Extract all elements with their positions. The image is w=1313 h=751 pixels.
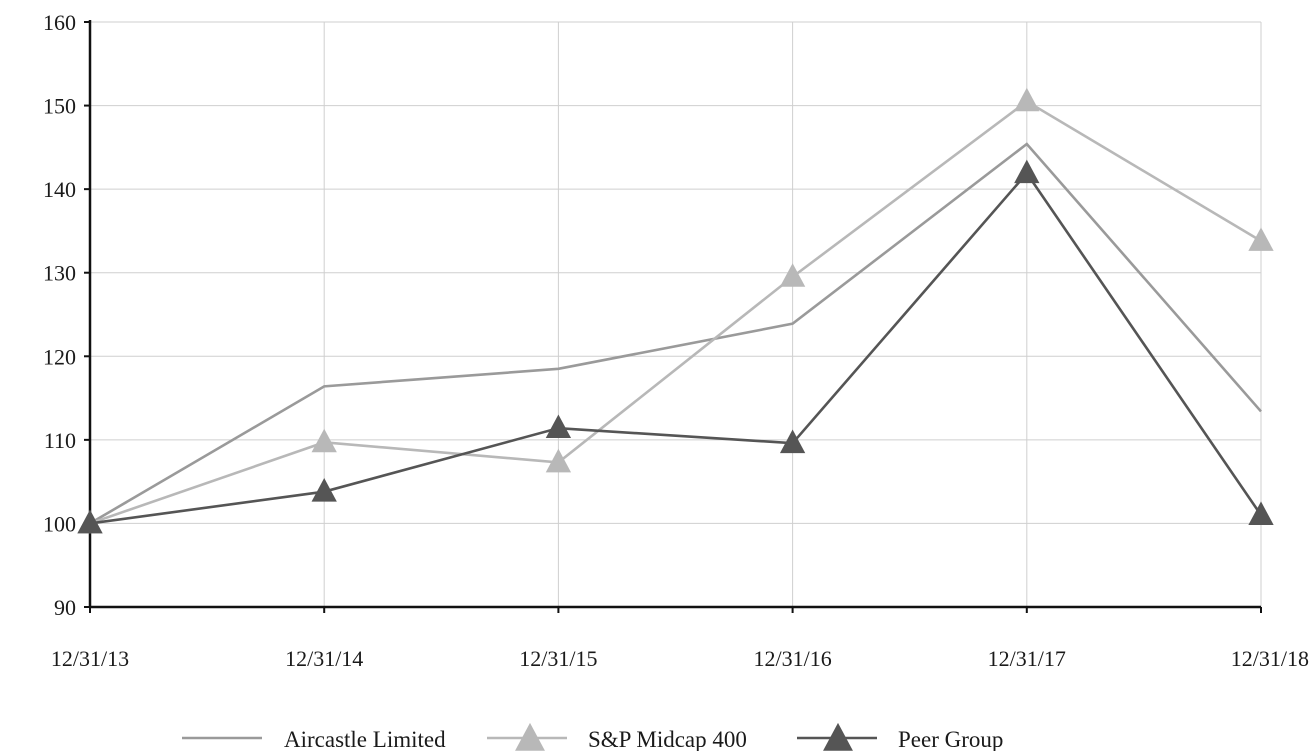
y-tick-label: 120	[43, 344, 76, 369]
x-tick-label: 12/31/13	[51, 646, 129, 671]
data-point-marker	[1248, 227, 1274, 251]
x-tick-label: 12/31/16	[753, 646, 831, 671]
series-line	[89, 171, 1263, 525]
data-point-marker	[1014, 87, 1040, 112]
legend: Aircastle Limited S&P Midcap 400 Peer Grou…	[182, 722, 1003, 751]
x-tick-label: 12/31/14	[285, 646, 363, 671]
data-point-marker	[1014, 159, 1040, 184]
data-point-marker	[779, 263, 806, 287]
y-tick-label: 140	[43, 177, 76, 202]
x-tick-label: 12/31/17	[988, 646, 1066, 671]
legend-label: Aircastle Limited	[284, 727, 446, 751]
legend-label: Peer Group	[898, 727, 1003, 751]
legend-entry-0: Aircastle Limited	[182, 727, 446, 751]
axes	[84, 20, 1262, 613]
tick-labels: 90 100 110 120 130 140 150 160 12/31/13 12/31/14 1…	[43, 10, 1309, 671]
series-1	[77, 87, 1274, 534]
data-point-marker	[779, 429, 806, 454]
x-tick-label: 12/31/15	[519, 646, 597, 671]
grid	[90, 21, 1262, 607]
legend-entry-2: Peer Group	[797, 722, 1003, 751]
data-point-marker	[77, 509, 103, 534]
legend-label: S&P Midcap 400	[588, 727, 747, 751]
y-tick-label: 130	[43, 261, 76, 286]
x-tick-label: 12/31/18	[1231, 646, 1309, 671]
series-2	[77, 159, 1274, 534]
y-tick-label: 110	[44, 428, 76, 453]
legend-entry-1: S&P Midcap 400	[487, 722, 747, 751]
data-point-marker	[311, 478, 337, 502]
legend-swatch-marker	[823, 722, 853, 751]
series-line	[89, 99, 1262, 525]
legend-swatch-marker	[515, 722, 545, 751]
data-point-marker	[545, 414, 572, 439]
data-point-marker	[1248, 501, 1274, 525]
data-point-marker	[545, 448, 572, 473]
series-0	[89, 142, 1262, 525]
data-point-marker	[311, 428, 337, 453]
y-tick-label: 160	[43, 10, 76, 35]
series-lines	[77, 87, 1274, 534]
series-line	[89, 142, 1262, 525]
y-tick-label: 90	[54, 595, 76, 620]
y-tick-label: 100	[43, 511, 76, 536]
y-tick-label: 150	[43, 94, 76, 119]
